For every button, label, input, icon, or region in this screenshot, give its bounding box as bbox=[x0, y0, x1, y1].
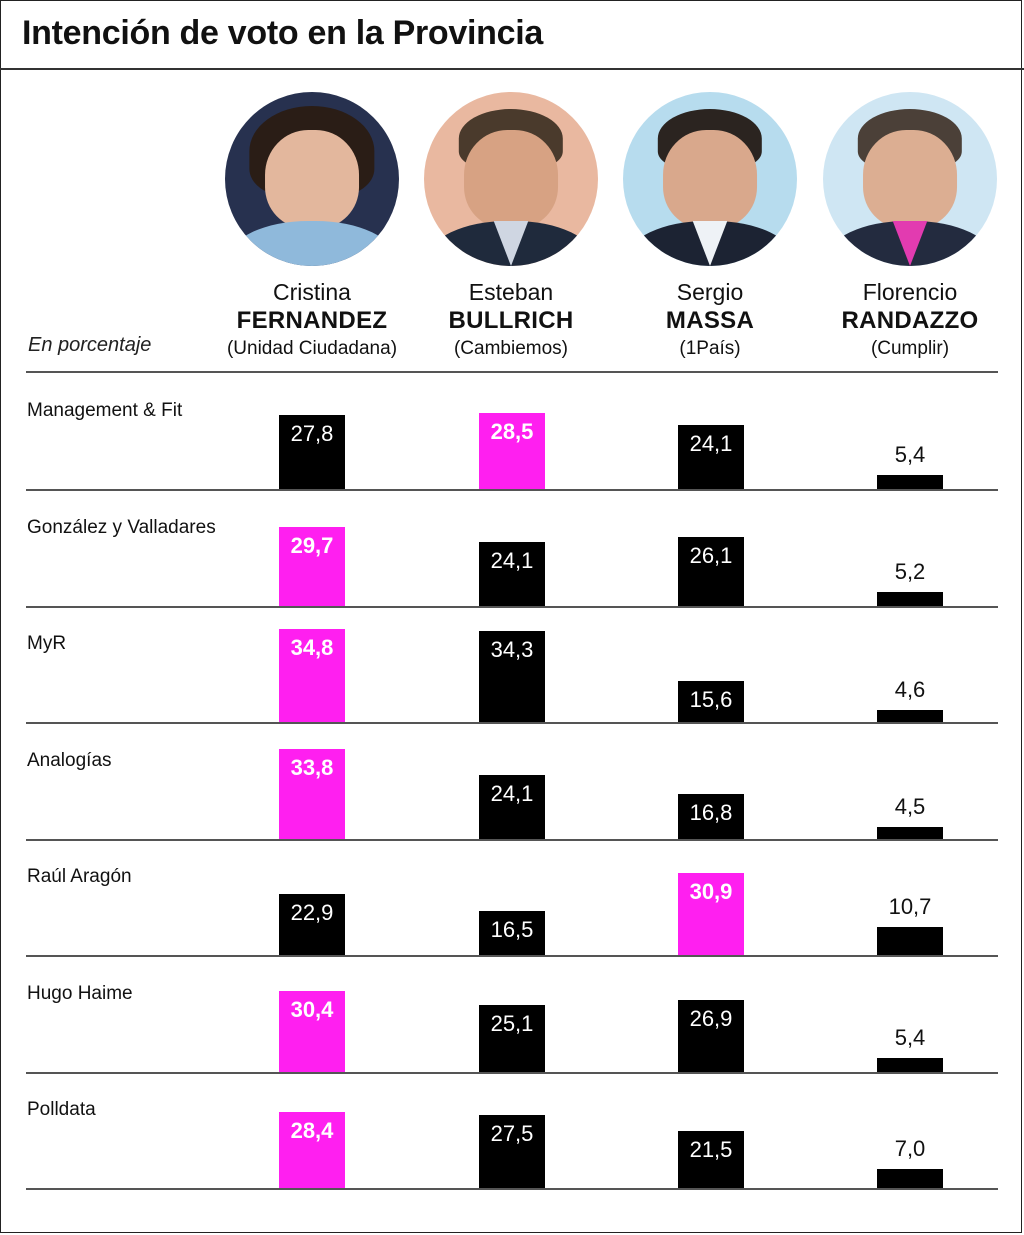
bar-value-label: 5,2 bbox=[894, 559, 926, 584]
bar bbox=[678, 1000, 744, 1072]
bar-value-label: 16,5 bbox=[490, 917, 534, 942]
candidate-party: (Cumplir) bbox=[870, 338, 950, 359]
bar-value-label: 22,9 bbox=[290, 900, 334, 925]
bar bbox=[877, 827, 943, 839]
bar bbox=[279, 527, 345, 606]
bar-value-label: 5,4 bbox=[894, 1025, 926, 1050]
bar bbox=[678, 681, 744, 722]
bar-value-label: 10,7 bbox=[888, 894, 932, 919]
bar bbox=[877, 710, 943, 722]
bar-value-label: 24,1 bbox=[689, 431, 733, 456]
candidate-header-randazzo: Florencio RANDAZZO (Cumplir) bbox=[810, 92, 1010, 362]
bar-value-label: 24,1 bbox=[490, 781, 534, 806]
bar-value-label: 28,4 bbox=[290, 1118, 334, 1143]
candidate-last-name: BULLRICH bbox=[448, 307, 574, 334]
title-bar: Intención de voto en la Provincia bbox=[0, 0, 1024, 70]
bar bbox=[279, 1112, 345, 1188]
bar bbox=[877, 592, 943, 606]
candidate-first-name: Florencio bbox=[862, 279, 958, 305]
candidate-header-fernandez: Cristina FERNANDEZ (Unidad Ciudadana) bbox=[212, 92, 412, 362]
baseline-rule bbox=[26, 1072, 998, 1074]
bar-value-label: 4,6 bbox=[894, 677, 926, 702]
candidate-first-name: Sergio bbox=[676, 279, 744, 305]
bar bbox=[479, 542, 545, 606]
bar-value-label: 25,1 bbox=[490, 1011, 534, 1036]
bar bbox=[678, 873, 744, 955]
candidate-party: (1País) bbox=[679, 338, 741, 359]
cristina-fernandez-photo bbox=[225, 92, 399, 266]
bar-value-label: 27,5 bbox=[490, 1121, 534, 1146]
bar-value-label: 28,5 bbox=[490, 419, 534, 444]
pollster-label: Raúl Aragón bbox=[27, 866, 132, 887]
bar-value-label: 27,8 bbox=[290, 421, 334, 446]
bar bbox=[479, 1115, 545, 1188]
bar-value-label: 15,6 bbox=[689, 687, 733, 712]
esteban-bullrich-photo bbox=[424, 92, 598, 266]
candidate-last-name: MASSA bbox=[665, 307, 755, 334]
candidate-party: (Unidad Ciudadana) bbox=[226, 338, 398, 359]
bar-value-label: 29,7 bbox=[290, 533, 334, 558]
header-rule bbox=[26, 371, 998, 373]
bar bbox=[279, 415, 345, 489]
bar-value-label: 34,3 bbox=[490, 637, 534, 662]
bar bbox=[678, 1131, 744, 1188]
pollster-label: González y Valladares bbox=[27, 517, 216, 538]
bar bbox=[279, 629, 345, 722]
bar-value-label: 33,8 bbox=[290, 755, 334, 780]
bar-value-label: 7,0 bbox=[894, 1136, 926, 1161]
bar-value-label: 5,4 bbox=[894, 442, 926, 467]
baseline-rule bbox=[26, 955, 998, 957]
baseline-rule bbox=[26, 489, 998, 491]
bar bbox=[877, 927, 943, 955]
bar bbox=[877, 1169, 943, 1188]
pollster-label: Polldata bbox=[27, 1099, 96, 1120]
candidate-last-name: RANDAZZO bbox=[841, 307, 979, 334]
pollster-label: Management & Fit bbox=[27, 400, 183, 421]
bar bbox=[479, 631, 545, 722]
bar bbox=[279, 991, 345, 1072]
candidate-header-bullrich: Esteban BULLRICH (Cambiemos) bbox=[411, 92, 611, 362]
bar bbox=[479, 775, 545, 839]
bar bbox=[479, 911, 545, 955]
florencio-randazzo-photo bbox=[823, 92, 997, 266]
bar bbox=[678, 794, 744, 839]
pollster-label: MyR bbox=[27, 633, 67, 654]
candidate-first-name: Esteban bbox=[468, 279, 554, 305]
candidate-first-name: Cristina bbox=[273, 279, 351, 305]
bar bbox=[479, 413, 545, 489]
bar-value-label: 21,5 bbox=[689, 1137, 733, 1162]
sergio-massa-photo bbox=[623, 92, 797, 266]
candidate-header-massa: Sergio MASSA (1País) bbox=[610, 92, 810, 362]
bar-value-label: 34,8 bbox=[290, 635, 334, 660]
bar-value-label: 24,1 bbox=[490, 548, 534, 573]
pollster-label: Hugo Haime bbox=[27, 983, 133, 1004]
candidate-party: (Cambiemos) bbox=[453, 338, 569, 359]
bar bbox=[279, 894, 345, 955]
bar-value-label: 26,1 bbox=[689, 543, 733, 568]
bar bbox=[479, 1005, 545, 1072]
bar bbox=[678, 425, 744, 489]
candidate-last-name: FERNANDEZ bbox=[236, 307, 388, 334]
baseline-rule bbox=[26, 839, 998, 841]
bar bbox=[877, 1058, 943, 1072]
baseline-rule bbox=[26, 1188, 998, 1190]
bar-value-label: 30,4 bbox=[290, 997, 334, 1022]
bar bbox=[678, 537, 744, 606]
bar-value-label: 4,5 bbox=[894, 794, 926, 819]
chart-subtitle: En porcentaje bbox=[28, 334, 152, 356]
baseline-rule bbox=[26, 722, 998, 724]
bar-value-label: 30,9 bbox=[689, 879, 733, 904]
chart-title: Intención de voto en la Provincia bbox=[22, 14, 543, 52]
baseline-rule bbox=[26, 606, 998, 608]
bar bbox=[279, 749, 345, 839]
pollster-label: Analogías bbox=[27, 750, 112, 771]
bar bbox=[877, 475, 943, 489]
bar-value-label: 16,8 bbox=[689, 800, 733, 825]
bar-value-label: 26,9 bbox=[689, 1006, 733, 1031]
